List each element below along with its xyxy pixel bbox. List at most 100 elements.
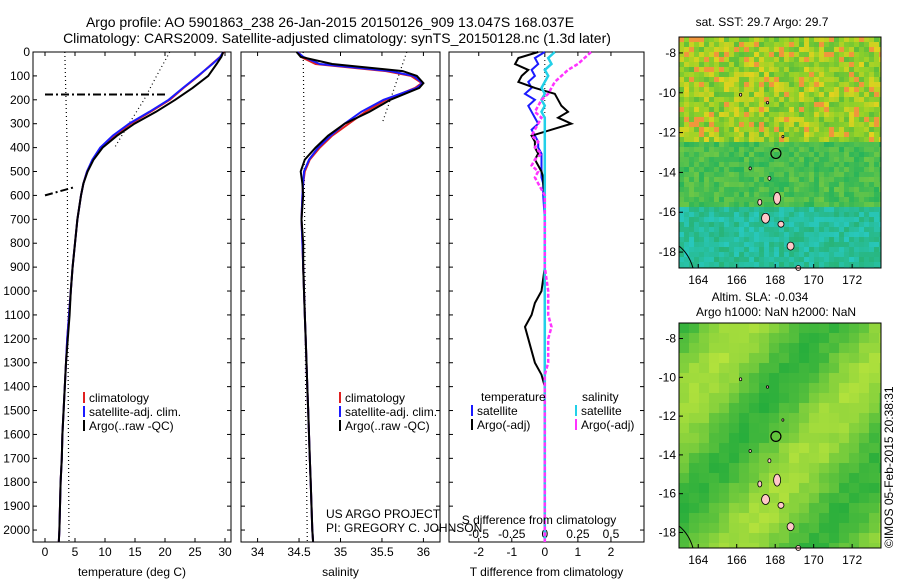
map-cell (699, 152, 704, 157)
map-cell (734, 37, 739, 42)
map-cell (819, 42, 824, 47)
map-cell (709, 92, 714, 97)
map-cell (874, 192, 879, 197)
sla-map-field (679, 323, 881, 548)
map-cell (704, 97, 709, 102)
map-cell (774, 137, 779, 142)
map-cell (839, 323, 849, 333)
map-cell (684, 262, 689, 267)
panels: 0 5 10 15 20 25 300100200300400500600700800900… (3, 15, 882, 579)
map-cell (719, 37, 724, 42)
map-cell (689, 493, 699, 503)
map-cell (799, 463, 809, 473)
map-y-tick-label: -8 (665, 46, 676, 60)
map-cell (694, 132, 699, 137)
map-cell (849, 252, 854, 257)
map-cell (819, 483, 829, 493)
map-cell (819, 77, 824, 82)
map-cell (854, 112, 859, 117)
map-cell (719, 147, 724, 152)
map-cell (839, 182, 844, 187)
map-cell (839, 232, 844, 237)
map-cell (814, 197, 819, 202)
map-cell (709, 353, 719, 363)
map-cell (849, 433, 859, 443)
map-cell (859, 252, 864, 257)
map-cell (809, 177, 814, 182)
map-cell (799, 493, 809, 503)
map-cell (839, 127, 844, 132)
map-cell (874, 212, 879, 217)
map-cell (739, 523, 749, 533)
map-cell (759, 102, 764, 107)
map-cell (789, 262, 794, 267)
map-cell (839, 513, 849, 523)
map-cell (874, 127, 879, 132)
y-tick-label: 300 (10, 117, 30, 131)
map-cell (759, 483, 769, 493)
map-cell (679, 483, 689, 493)
map-cell (734, 167, 739, 172)
map-cell (829, 52, 834, 57)
map-cell (724, 77, 729, 82)
map-y-tick-label: -16 (659, 487, 677, 501)
map-cell (734, 132, 739, 137)
map-cell (844, 72, 849, 77)
map-cell (819, 197, 824, 202)
map-cell (789, 167, 794, 172)
y-tick-label: 0 (23, 45, 30, 59)
map-cell (779, 333, 789, 343)
map-cell (869, 52, 874, 57)
map-cell (789, 222, 794, 227)
map-cell (839, 343, 849, 353)
map-cell (709, 543, 719, 548)
map-cell (819, 463, 829, 473)
map-cell (849, 97, 854, 102)
map-cell (809, 102, 814, 107)
map-cell (859, 77, 864, 82)
map-cell (774, 147, 779, 152)
map-x-tick-label: 166 (727, 273, 747, 287)
map-cell (829, 353, 839, 363)
map-cell (844, 37, 849, 42)
map-cell (829, 533, 839, 543)
map-cell (859, 393, 869, 403)
map-cell (814, 227, 819, 232)
map-cell (829, 37, 834, 42)
map-cell (699, 177, 704, 182)
map-cell (874, 177, 879, 182)
map-cell (849, 323, 859, 333)
map-cell (834, 247, 839, 252)
map-cell (814, 37, 819, 42)
map-cell (709, 87, 714, 92)
map-cell (789, 252, 794, 257)
map-cell (724, 257, 729, 262)
map-cell (844, 197, 849, 202)
map-cell (874, 72, 879, 77)
map-cell (769, 453, 779, 463)
map-cell (849, 202, 854, 207)
map-cell (804, 77, 809, 82)
map-cell (824, 72, 829, 77)
map-cell (744, 132, 749, 137)
map-cell (814, 237, 819, 242)
map-cell (779, 232, 784, 237)
map-cell (879, 493, 881, 503)
map-cell (809, 52, 814, 57)
map-cell (729, 162, 734, 167)
map-cell (849, 543, 859, 548)
map-cell (784, 57, 789, 62)
map-cell (779, 152, 784, 157)
map-cell (799, 242, 804, 247)
map-cell (849, 102, 854, 107)
map-cell (854, 257, 859, 262)
map-cell (864, 52, 869, 57)
map-cell (774, 222, 779, 227)
map-cell (829, 523, 839, 533)
map-cell (779, 493, 789, 503)
map-cell (789, 152, 794, 157)
map-cell (794, 227, 799, 232)
map-cell (729, 167, 734, 172)
map-cell (849, 112, 854, 117)
map-cell (844, 152, 849, 157)
